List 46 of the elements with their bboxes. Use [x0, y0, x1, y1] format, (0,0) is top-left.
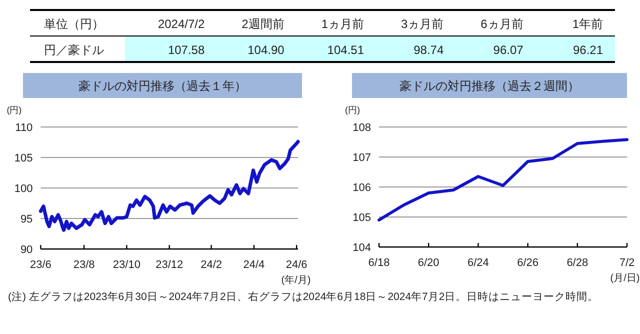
x-tick-label: 24/6	[286, 259, 308, 271]
text: 104.90	[248, 43, 284, 57]
x-tick-label: 7/2	[619, 257, 635, 269]
x-tick-label: 23/10	[112, 259, 140, 271]
category-label: 1ヵ月前	[321, 17, 364, 31]
y-tick-label: 100	[14, 183, 33, 195]
x-tick-label: 23/6	[30, 259, 52, 271]
y-tick-label: 105	[352, 212, 371, 224]
line-series	[38, 140, 300, 232]
category-label: 1年前	[572, 17, 603, 31]
chart-title: 豪ドルの対円推移（過去２週間）	[400, 79, 580, 93]
y-tick-label: 108	[352, 122, 371, 134]
category-label: 3ヵ月前	[400, 17, 444, 31]
text: 107.58	[168, 43, 205, 57]
category-label: 6ヵ月前	[480, 17, 524, 31]
x-tick-label: 24/4	[243, 259, 265, 271]
x-tick-label: 6/24	[467, 257, 489, 269]
text: 単位（円）	[44, 17, 104, 31]
x-axis-title: (年/月)	[281, 274, 311, 286]
y-axis-title: (円)	[345, 105, 360, 115]
y-tick-label: 104	[352, 242, 371, 254]
y-tick-label: 95	[20, 214, 33, 226]
y-tick-label: 106	[352, 182, 371, 194]
text: 96.21	[572, 43, 603, 57]
y-tick-label: 105	[14, 152, 33, 164]
x-tick-label: 6/18	[368, 257, 390, 269]
text: 96.07	[493, 43, 524, 57]
text: 98.74	[414, 43, 444, 57]
x-tick-label: 6/20	[418, 257, 440, 269]
chart-title: 豪ドルの対円推移（過去１年）	[78, 79, 246, 93]
x-tick-label: 6/26	[517, 257, 539, 269]
y-tick-label: 110	[15, 122, 33, 134]
y-tick-label: 107	[352, 152, 371, 164]
text: (注) 左グラフは2023年6月30日～2024年7月2日、右グラフは2024年6月18日～2024年7月2日。日時はニューヨーク時間。	[8, 290, 599, 303]
category-label: 2週間前	[242, 17, 284, 31]
category-label: 2024/7/2	[158, 17, 205, 31]
line-series	[378, 138, 628, 222]
x-tick-label: 23/12	[156, 259, 184, 271]
y-tick-label: 90	[20, 244, 33, 256]
y-axis-title: (円)	[6, 105, 22, 115]
x-axis-title: (月/日)	[610, 273, 640, 284]
x-tick-label: 6/28	[566, 257, 588, 269]
category-label: 円／豪ドル	[44, 43, 104, 57]
x-tick-label: 23/8	[73, 259, 95, 271]
x-tick-label: 24/2	[200, 259, 222, 271]
text: 104.51	[327, 43, 364, 57]
